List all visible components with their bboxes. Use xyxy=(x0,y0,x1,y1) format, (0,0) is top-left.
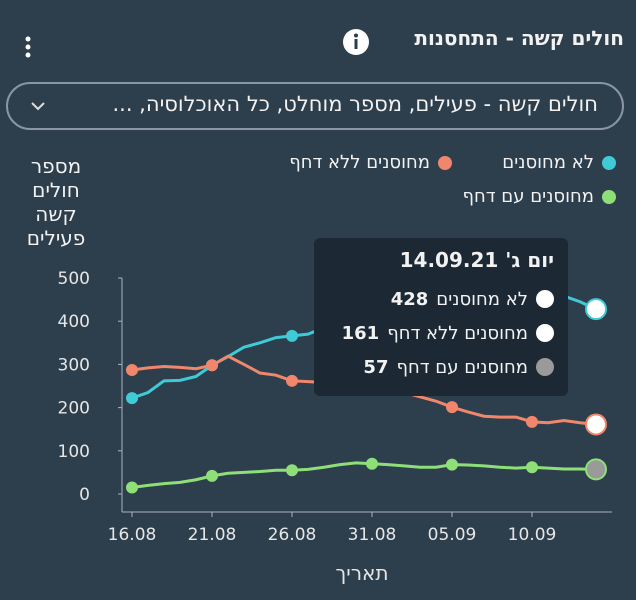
x-tick-label: 26.08 xyxy=(268,525,317,545)
tooltip-dot xyxy=(536,290,554,308)
highlight-marker xyxy=(585,298,607,321)
x-tick-label: 21.08 xyxy=(188,525,237,545)
x-tick-label: 16.08 xyxy=(108,525,157,545)
marker xyxy=(446,458,458,471)
y-tick-label: 0 xyxy=(79,485,90,505)
highlight-marker xyxy=(585,413,607,436)
tooltip: יום ג' 14.09.21 לא מחוסנים 428 מחוסנים ללא… xyxy=(314,238,568,396)
tooltip-value: 57 xyxy=(363,356,389,378)
marker xyxy=(206,359,218,372)
legend-item[interactable]: מחוסנים ללא דחף xyxy=(289,152,452,173)
y-tick-label: 100 xyxy=(58,442,90,462)
x-axis-title: תאריך xyxy=(335,561,388,585)
marker xyxy=(526,461,538,474)
legend-dot xyxy=(438,155,452,170)
legend-dot xyxy=(602,189,616,204)
marker xyxy=(526,415,538,428)
marker xyxy=(446,401,458,414)
legend-label: מחוסנים עם דחף xyxy=(462,186,594,207)
y-axis-title: מספר חולים קשה פעילים xyxy=(26,154,86,250)
dropdown[interactable]: חולים קשה - פעילים, מספר מוחלט, כל האוכל… xyxy=(6,82,624,130)
legend-item[interactable]: לא מחוסנים xyxy=(502,152,616,173)
tooltip-row: מחוסנים עם דחף 57 xyxy=(328,350,554,384)
marker xyxy=(286,374,298,387)
y-tick-label: 300 xyxy=(58,355,90,375)
tooltip-title: יום ג' 14.09.21 xyxy=(399,248,554,272)
marker xyxy=(206,469,218,482)
marker xyxy=(126,392,138,405)
y-tick-label: 200 xyxy=(58,399,90,419)
x-tick-label: 31.08 xyxy=(348,525,397,545)
x-tick-label: 05.09 xyxy=(428,525,477,545)
legend-dot xyxy=(602,155,616,170)
marker xyxy=(126,481,138,494)
x-tick-label: 10.09 xyxy=(508,525,557,545)
info-icon[interactable] xyxy=(340,26,372,58)
tooltip-row: לא מחוסנים 428 xyxy=(328,282,554,316)
chevron xyxy=(31,102,45,111)
tooltip-series-name: מחוסנים ללא דחף xyxy=(387,322,528,344)
card-title: חולים קשה - התחסנות xyxy=(414,26,624,50)
tooltip-series-name: לא מחוסנים xyxy=(436,288,528,310)
menu-icon[interactable] xyxy=(18,34,38,62)
dropdown-text: חולים קשה - פעילים, מספר מוחלט, כל האוכל… xyxy=(112,92,598,116)
marker xyxy=(366,457,378,470)
tooltip-series-name: מחוסנים עם דחף xyxy=(396,356,528,378)
tooltip-row: מחוסנים ללא דחף 161 xyxy=(328,316,554,350)
marker xyxy=(286,329,298,342)
highlight-marker xyxy=(585,458,607,481)
tooltip-dot xyxy=(536,358,554,376)
legend-label: לא מחוסנים xyxy=(502,152,594,173)
tooltip-dot xyxy=(536,324,554,342)
y-tick-label: 400 xyxy=(58,312,90,332)
legend-label: מחוסנים ללא דחף xyxy=(289,152,430,173)
legend-item[interactable]: מחוסנים עם דחף xyxy=(462,186,616,207)
tooltip-value: 428 xyxy=(390,288,429,310)
tooltip-value: 161 xyxy=(341,322,380,344)
marker xyxy=(286,464,298,477)
marker xyxy=(126,364,138,377)
y-tick-label: 500 xyxy=(58,269,90,289)
